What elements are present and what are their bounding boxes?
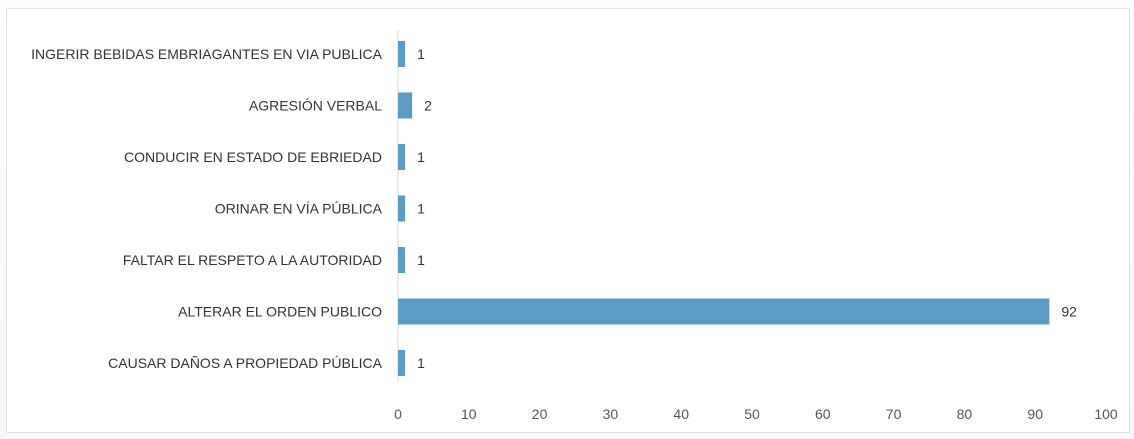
bar <box>398 298 1050 325</box>
category-label: ORINAR EN VÍA PÚBLICA <box>215 201 383 217</box>
data-label: 92 <box>1061 304 1077 320</box>
category-label: CONDUCIR EN ESTADO DE EBRIEDAD <box>124 149 382 165</box>
x-tick-label: 40 <box>673 406 689 422</box>
category-label: INGERIR BEBIDAS EMBRIAGANTES EN VIA PUBL… <box>31 46 383 62</box>
x-tick-label: 50 <box>744 406 760 422</box>
bar <box>398 144 406 170</box>
data-label: 1 <box>417 46 425 62</box>
bar <box>398 92 413 119</box>
x-tick-label: 0 <box>394 406 402 422</box>
x-tick-label: 70 <box>886 406 902 422</box>
data-label: 1 <box>417 252 425 268</box>
data-label: 1 <box>417 149 425 165</box>
data-label: 2 <box>424 98 432 114</box>
x-tick-label: 60 <box>815 406 831 422</box>
x-tick-label: 10 <box>461 406 477 422</box>
category-label: CAUSAR DAÑOS A PROPIEDAD PÚBLICA <box>108 355 383 371</box>
category-label: AGRESIÓN VERBAL <box>249 98 382 114</box>
bar <box>398 247 406 273</box>
category-label: ALTERAR EL ORDEN PUBLICO <box>178 304 382 320</box>
x-tick-label: 80 <box>957 406 973 422</box>
data-label: 1 <box>417 201 425 217</box>
chart-frame <box>6 8 1130 433</box>
bar <box>398 195 406 222</box>
bar <box>398 350 406 376</box>
x-tick-label: 30 <box>603 406 619 422</box>
x-tick-label: 20 <box>532 406 548 422</box>
category-label: FALTAR EL RESPETO A LA AUTORIDAD <box>123 252 382 268</box>
x-tick-label: 100 <box>1094 406 1118 422</box>
x-tick-label: 90 <box>1027 406 1043 422</box>
data-label: 1 <box>417 355 425 371</box>
bar <box>398 41 406 67</box>
